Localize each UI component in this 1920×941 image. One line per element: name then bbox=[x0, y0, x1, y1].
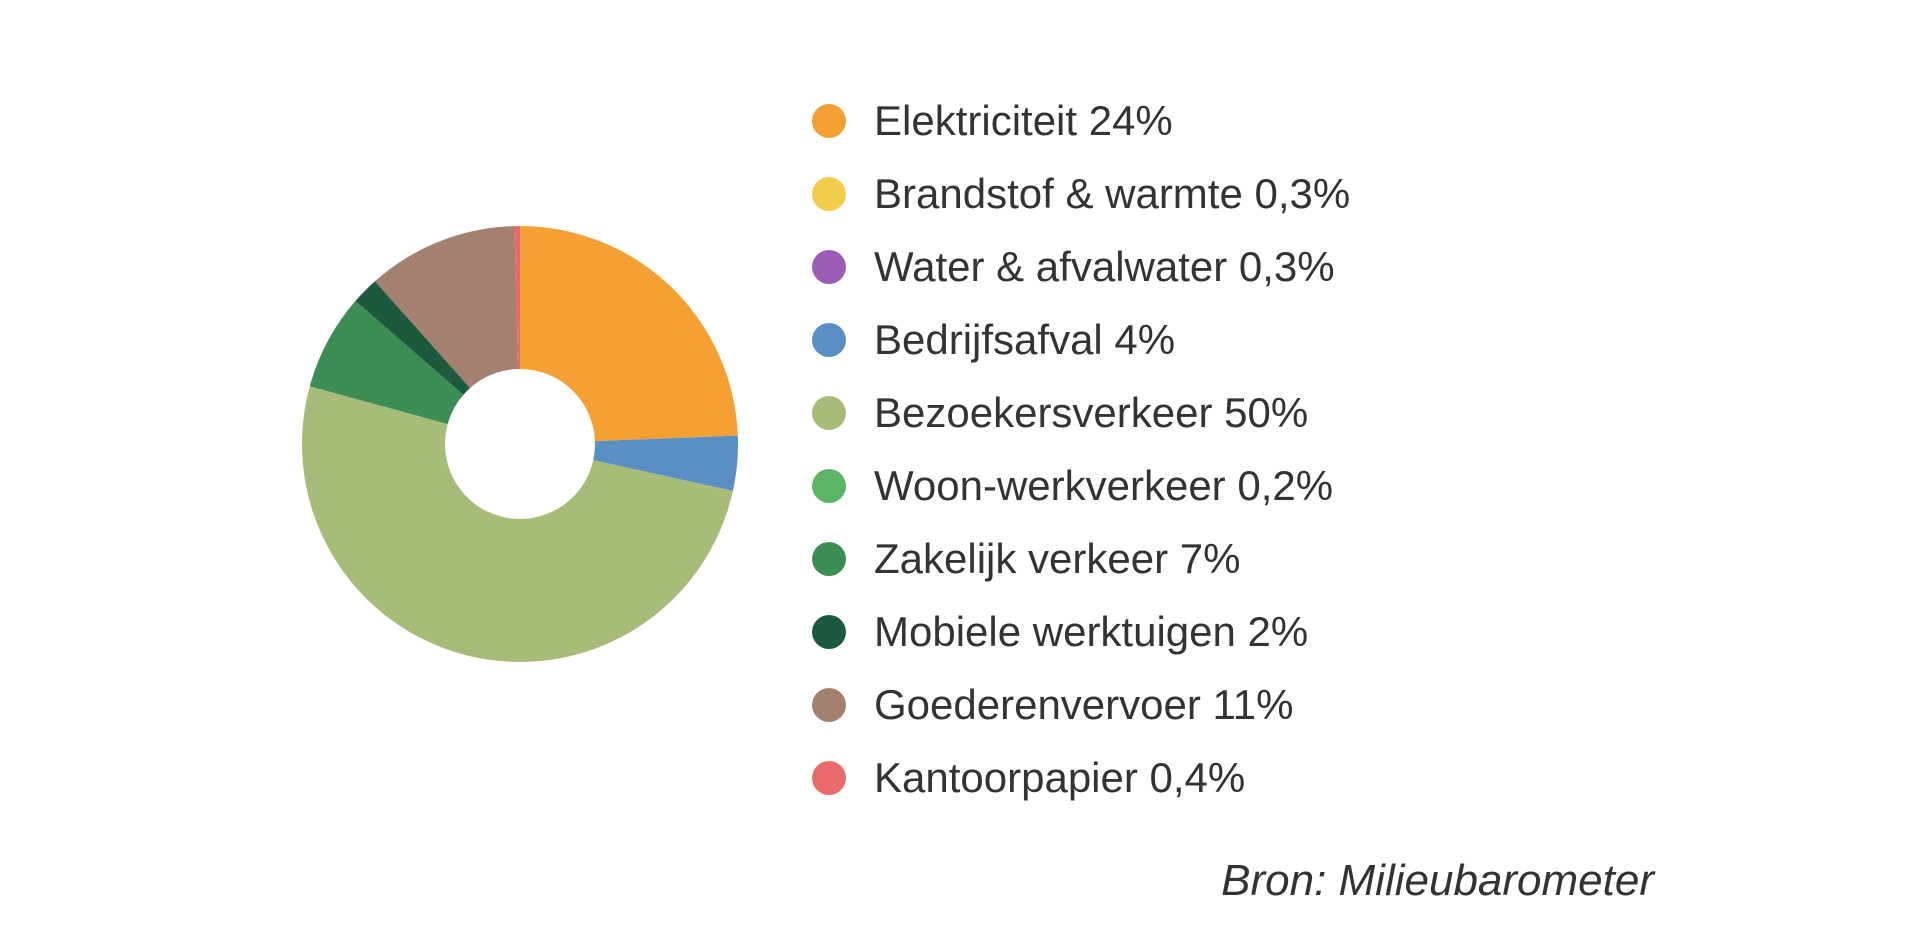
legend-label: Brandstof & warmte 0,3% bbox=[874, 169, 1351, 217]
legend-swatch bbox=[812, 687, 846, 722]
donut-slice-5 bbox=[374, 226, 519, 389]
chart-legend: Elektriciteit 24% Brandstof & warmte 0,3%… bbox=[812, 84, 1350, 814]
legend-item-0: Elektriciteit 24% bbox=[812, 84, 1350, 157]
donut-slice-2 bbox=[301, 386, 733, 663]
legend-label: Kantoorpapier 0,4% bbox=[874, 753, 1246, 801]
legend-swatch bbox=[812, 614, 846, 649]
legend-swatch bbox=[812, 103, 846, 138]
legend-item-5: Woon-werkverkeer 0,2% bbox=[812, 449, 1350, 522]
legend-swatch bbox=[812, 322, 846, 357]
legend-item-6: Zakelijk verkeer 7% bbox=[812, 522, 1350, 595]
legend-item-8: Goederenvervoer 11% bbox=[812, 668, 1350, 741]
legend-label: Zakelijk verkeer 7% bbox=[874, 534, 1241, 582]
legend-label: Elektriciteit 24% bbox=[874, 96, 1173, 144]
legend-swatch bbox=[812, 249, 846, 284]
legend-item-4: Bezoekersverkeer 50% bbox=[812, 376, 1350, 449]
legend-item-2: Water & afvalwater 0,3% bbox=[812, 230, 1350, 303]
legend-item-7: Mobiele werktuigen 2% bbox=[812, 595, 1350, 668]
legend-swatch bbox=[812, 395, 846, 430]
legend-label: Bedrijfsafval 4% bbox=[874, 315, 1176, 363]
donut-slice-0 bbox=[520, 226, 738, 442]
legend-label: Goederenvervoer 11% bbox=[874, 680, 1294, 728]
donut-slice-1 bbox=[593, 435, 738, 491]
legend-label: Bezoekersverkeer 50% bbox=[874, 388, 1309, 436]
legend-label: Woon-werkverkeer 0,2% bbox=[874, 461, 1334, 509]
legend-swatch bbox=[812, 468, 846, 503]
donut-slice-4 bbox=[355, 281, 471, 395]
legend-item-3: Bedrijfsafval 4% bbox=[812, 303, 1350, 376]
donut-slice-3 bbox=[309, 301, 464, 425]
legend-label: Water & afvalwater 0,3% bbox=[874, 242, 1335, 290]
donut-slice-6 bbox=[514, 226, 520, 370]
source-note: Bron: Milieubarometer bbox=[1221, 856, 1654, 905]
legend-swatch bbox=[812, 176, 846, 211]
legend-item-9: Kantoorpapier 0,4% bbox=[812, 741, 1350, 814]
legend-swatch bbox=[812, 760, 846, 795]
legend-label: Mobiele werktuigen 2% bbox=[874, 607, 1309, 655]
legend-item-1: Brandstof & warmte 0,3% bbox=[812, 157, 1350, 230]
donut-chart bbox=[301, 226, 738, 663]
legend-swatch bbox=[812, 541, 846, 576]
